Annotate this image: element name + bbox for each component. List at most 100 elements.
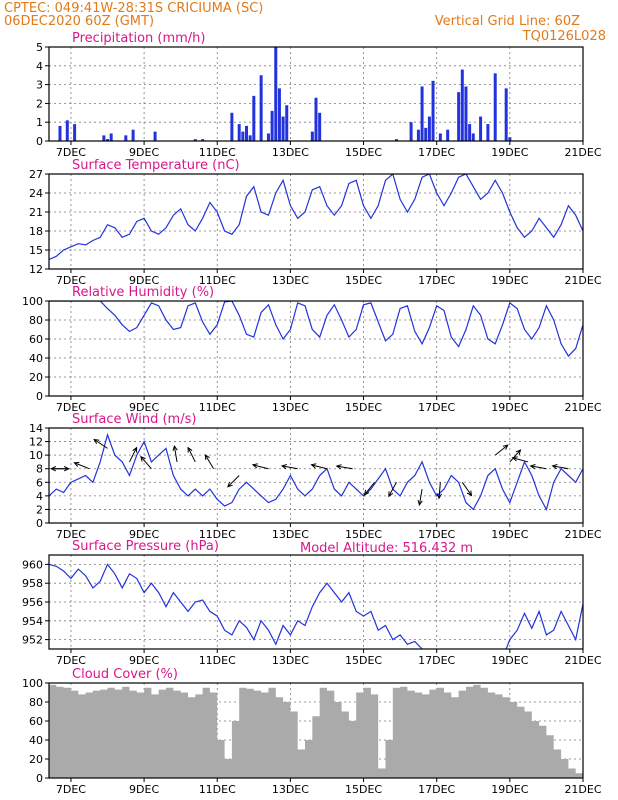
precip-bar [230,112,234,141]
wind-arrow-head [227,481,233,488]
model-altitude: Model Altitude: 516.432 m [300,541,473,556]
x-tick-label: 19DEC [491,146,528,159]
panel-frame [48,173,584,270]
series-line [49,174,583,261]
y-tick-label: 40 [29,734,43,747]
y-tick-label: 4 [36,60,43,73]
x-tick-label: 21DEC [564,401,601,414]
plot-area [49,301,583,358]
precip-bar [248,135,252,141]
x-tick-label: 9DEC [129,654,159,667]
panel-frame [48,300,584,397]
precip-bar [274,47,278,141]
plot-area [49,174,583,261]
precip-bar [446,129,450,141]
precip-bar [237,124,241,141]
precip-bar [457,92,461,141]
wind-arrow-head [93,438,100,445]
panel-frame [48,682,584,779]
x-tick-label: 11DEC [199,783,236,796]
y-tick-label: 15 [29,244,43,257]
wind-arrow [336,465,353,470]
panel-title: Surface Wind (m/s) [72,412,196,427]
precip-bar [314,97,318,141]
x-tick-label: 15DEC [345,401,382,414]
wind-arrow [418,488,423,505]
y-tick-label: 954 [22,615,43,628]
wind-arrow [509,449,521,463]
x-tick-label: 9DEC [129,401,159,414]
precip-bar [259,75,263,141]
wind-arrow [187,447,196,463]
wind-arrow-head [511,456,518,462]
wind-arrow [74,462,90,470]
wind-arrow [364,481,375,496]
panel-title: Surface Temperature (nC) [72,158,240,173]
wind-arrow [311,464,328,470]
wind-arrow-head [436,493,443,500]
precip-bar [102,135,106,141]
x-tick-label: 9DEC [129,274,159,287]
plot-area [49,432,583,512]
x-tick-label: 21DEC [564,528,601,541]
panel-frame [48,46,584,142]
precip-bar [310,131,314,141]
precip-bar [504,88,508,141]
x-tick-label: 11DEC [199,146,236,159]
panel-title: Cloud Cover (%) [72,667,178,682]
wind-arrow [204,454,215,469]
precip-bar [460,69,464,141]
cloud-area [49,684,583,778]
wind-arrow [438,482,441,499]
x-tick-label: 7DEC [56,146,86,159]
x-tick-label: 15DEC [345,274,382,287]
y-tick-label: 80 [29,696,43,709]
y-tick-label: 0 [36,772,43,785]
wind-arrow-head [529,464,536,470]
x-tick-label: 7DEC [56,783,86,796]
precip-bar [318,112,322,141]
x-tick-label: 17DEC [418,401,455,414]
precip-bar [58,125,62,141]
wind-arrow [252,464,269,470]
y-tick-label: 3 [36,79,43,92]
wind-arrow-head [515,449,522,455]
panel-1 [45,173,584,273]
y-tick-label: 12 [29,436,43,449]
panel-frame [48,554,584,650]
series-line [49,563,583,649]
wind-arrow-head [172,444,178,452]
wind-arrow-head [502,444,509,450]
x-tick-label: 7DEC [56,654,86,667]
y-tick-label: 100 [22,295,43,308]
x-tick-label: 17DEC [418,146,455,159]
precip-bar [431,80,435,141]
x-tick-label: 11DEC [199,528,236,541]
precip-bar [109,133,113,141]
precip-bar [252,95,256,141]
wind-arrow-head [551,464,558,470]
y-tick-label: 0 [36,390,43,403]
precip-bar [193,139,197,141]
x-tick-label: 13DEC [272,528,309,541]
y-tick-label: 8 [36,463,43,476]
precip-bar [464,86,468,141]
y-tick-label: 21 [29,206,43,219]
x-tick-label: 15DEC [345,146,382,159]
x-tick-label: 9DEC [129,783,159,796]
precip-bar [424,127,428,141]
y-tick-label: 958 [22,577,43,590]
wind-arrow-head [187,446,193,453]
x-tick-label: 17DEC [418,274,455,287]
x-tick-label: 7DEC [56,401,86,414]
x-tick-label: 11DEC [199,654,236,667]
y-tick-label: 4 [36,490,43,503]
panel-0 [45,46,584,145]
wind-arrow-head [50,466,57,472]
y-tick-label: 80 [29,314,43,327]
precip-bar [201,139,205,141]
x-tick-label: 13DEC [272,401,309,414]
panel-title: Surface Pressure (hPa) [72,539,219,554]
wind-arrow [512,457,529,463]
y-tick-label: 18 [29,225,43,238]
